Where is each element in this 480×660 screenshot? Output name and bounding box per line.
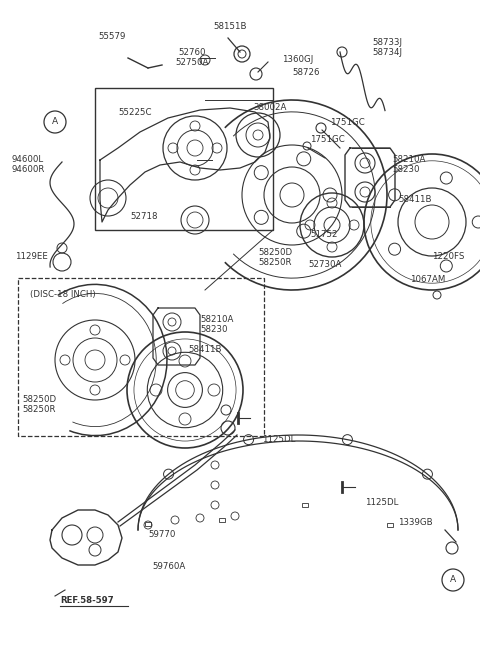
- Text: REF.58-597: REF.58-597: [60, 596, 114, 605]
- Text: 58210A
58230: 58210A 58230: [392, 155, 425, 174]
- Text: 55579: 55579: [98, 32, 126, 41]
- Bar: [145, 522, 151, 526]
- Text: 1220FS: 1220FS: [432, 252, 464, 261]
- Text: 1360GJ: 1360GJ: [282, 55, 313, 64]
- Bar: [302, 503, 308, 507]
- Text: 1751GC: 1751GC: [310, 135, 345, 144]
- Text: 1751GC: 1751GC: [330, 118, 365, 127]
- Text: 58411B: 58411B: [398, 195, 432, 204]
- Bar: [95, 88, 273, 230]
- Text: 58733J
58734J: 58733J 58734J: [372, 38, 402, 57]
- Bar: [18, 278, 264, 436]
- Text: 58210A
58230: 58210A 58230: [200, 315, 233, 335]
- Text: 52730A: 52730A: [308, 260, 341, 269]
- Bar: [387, 523, 393, 527]
- Text: 94600L
94600R: 94600L 94600R: [12, 155, 46, 174]
- Text: 58151B: 58151B: [213, 22, 247, 31]
- Text: 38002A: 38002A: [253, 103, 287, 112]
- Text: 1125DL: 1125DL: [262, 435, 295, 444]
- Text: A: A: [450, 576, 456, 585]
- Text: 58250D
58250R: 58250D 58250R: [22, 395, 56, 414]
- Text: (DISC-18 INCH): (DISC-18 INCH): [30, 290, 96, 299]
- Text: 55225C: 55225C: [118, 108, 152, 117]
- Text: 52718: 52718: [130, 212, 157, 221]
- Text: 58250D
58250R: 58250D 58250R: [258, 248, 292, 267]
- Text: 1067AM: 1067AM: [410, 275, 445, 284]
- Text: 59760A: 59760A: [152, 562, 185, 571]
- Text: 51752: 51752: [310, 230, 337, 239]
- Text: 1339GB: 1339GB: [398, 518, 432, 527]
- Text: 1125DL: 1125DL: [365, 498, 398, 507]
- Text: 59770: 59770: [148, 530, 175, 539]
- Bar: [219, 518, 225, 522]
- Text: 58411B: 58411B: [188, 345, 221, 354]
- Text: 1129EE: 1129EE: [15, 252, 48, 261]
- Text: A: A: [52, 117, 58, 127]
- Text: 52760
52750A: 52760 52750A: [175, 48, 209, 67]
- Text: 58726: 58726: [292, 68, 320, 77]
